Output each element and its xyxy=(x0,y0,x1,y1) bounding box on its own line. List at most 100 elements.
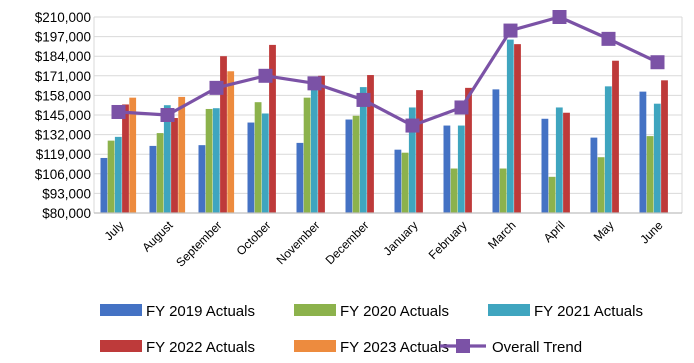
bar-fy-2020-actuals-december xyxy=(352,115,360,213)
bar-fy-2022-actuals-april xyxy=(563,112,570,213)
legend-label: Overall Trend xyxy=(492,339,582,356)
bar-fy-2021-actuals-january xyxy=(408,107,416,213)
x-category-label: December xyxy=(323,218,372,267)
bar-fy-2021-actuals-november xyxy=(310,77,318,213)
y-tick-label: $145,000 xyxy=(35,108,91,123)
legend-label: FY 2021 Actuals xyxy=(534,303,643,320)
legend-swatch xyxy=(100,340,142,352)
trend-marker-july xyxy=(111,104,126,119)
bar-fy-2019-actuals-september xyxy=(198,145,206,213)
legend-swatch xyxy=(488,304,530,316)
legend-label: FY 2020 Actuals xyxy=(340,303,449,320)
bar-fy-2021-actuals-october xyxy=(261,113,269,213)
bar-fy-2019-actuals-november xyxy=(296,142,304,213)
gridlines xyxy=(93,16,683,214)
bar-fy-2022-actuals-october xyxy=(269,44,276,214)
bar-fy-2022-actuals-november xyxy=(318,75,325,213)
trend-line-group xyxy=(111,10,665,133)
bar-fy-2019-actuals-february xyxy=(443,125,451,213)
bar-fy-2022-actuals-july xyxy=(122,104,129,213)
legend-swatch xyxy=(100,304,142,316)
bar-fy-2020-actuals-april xyxy=(548,176,556,213)
bar-fy-2021-actuals-september xyxy=(212,108,220,213)
y-tick-label: $106,000 xyxy=(35,167,91,182)
bar-fy-2020-actuals-august xyxy=(156,133,164,213)
bar-fy-2020-actuals-march xyxy=(499,168,507,213)
bar-fy-2022-actuals-june xyxy=(661,80,668,213)
x-category-label: October xyxy=(234,218,274,258)
y-tick-label: $158,000 xyxy=(35,88,91,103)
bar-fy-2021-actuals-april xyxy=(555,107,563,213)
y-tick-label: $119,000 xyxy=(36,147,91,162)
trend-marker-august xyxy=(160,108,175,122)
bar-fy-2019-actuals-december xyxy=(345,119,353,213)
bar-fy-2022-actuals-february xyxy=(465,87,472,213)
bar-fy-2022-actuals-september xyxy=(220,56,227,214)
bar-fy-2021-actuals-may xyxy=(604,86,612,213)
bar-fy-2022-actuals-december xyxy=(367,75,374,214)
legend-label: FY 2022 Actuals xyxy=(146,339,255,356)
bar-fy-2023-actuals-july xyxy=(129,97,137,213)
bar-fy-2022-actuals-january xyxy=(416,90,423,213)
trend-marker-november xyxy=(307,76,322,91)
bar-fy-2021-actuals-march xyxy=(506,39,514,213)
bar-fy-2022-actuals-march xyxy=(514,44,521,214)
trend-marker-january xyxy=(405,118,420,133)
bar-fy-2020-actuals-july xyxy=(107,140,115,213)
bar-fy-2020-actuals-september xyxy=(205,108,213,213)
trend-marker-june xyxy=(650,55,665,70)
trend-marker-september xyxy=(209,80,224,95)
legend-label: FY 2019 Actuals xyxy=(146,303,255,320)
trend-marker-april xyxy=(552,10,567,24)
x-category-label: September xyxy=(173,218,224,269)
bar-fy-2021-actuals-february xyxy=(457,125,465,213)
bar-fy-2020-actuals-june xyxy=(646,136,654,213)
bar-fy-2019-actuals-april xyxy=(541,118,549,213)
trend-marker-march xyxy=(503,23,518,38)
x-category-label: January xyxy=(381,218,421,258)
bar-fy-2019-actuals-march xyxy=(492,89,500,213)
bar-fy-2019-actuals-may xyxy=(590,137,598,213)
bar-fy-2021-actuals-june xyxy=(653,103,661,213)
bar-fy-2023-actuals-august xyxy=(178,96,186,213)
x-category-label: June xyxy=(637,218,666,247)
bar-fy-2019-actuals-july xyxy=(100,157,108,213)
bar-fy-2023-actuals-september xyxy=(227,71,235,214)
bar-fy-2021-actuals-july xyxy=(114,136,122,213)
x-category-label: July xyxy=(102,218,127,243)
trend-marker-october xyxy=(258,68,273,83)
legend: FY 2019 Actuals FY 2020 Actuals FY 2021 Ac… xyxy=(100,303,643,356)
legend-swatch xyxy=(294,340,336,352)
legend-swatch xyxy=(294,304,336,316)
y-tick-label: $171,000 xyxy=(35,69,91,84)
trend-marker-may xyxy=(601,31,616,46)
bar-fy-2020-actuals-january xyxy=(401,152,409,213)
x-category-label: November xyxy=(274,218,323,267)
y-tick-label: $210,000 xyxy=(35,10,91,25)
legend-trend-marker xyxy=(456,339,470,353)
x-category-label: August xyxy=(139,218,176,255)
x-category-label: May xyxy=(591,218,617,244)
bar-fy-2021-actuals-december xyxy=(359,87,367,213)
y-tick-label: $184,000 xyxy=(35,49,91,64)
y-tick-label: $80,000 xyxy=(42,206,91,221)
bar-fy-2019-actuals-january xyxy=(394,149,402,213)
bar-fy-2022-actuals-may xyxy=(612,60,619,213)
bar-fy-2020-actuals-may xyxy=(597,157,605,213)
bar-fy-2020-actuals-october xyxy=(254,102,262,213)
x-category-label: April xyxy=(541,218,568,245)
y-tick-label: $93,000 xyxy=(42,186,91,201)
bar-fy-2022-actuals-august xyxy=(171,118,178,213)
trend-marker-february xyxy=(454,100,469,115)
bar-fy-2020-actuals-february xyxy=(450,168,458,213)
bar-fy-2021-actuals-august xyxy=(163,105,171,213)
trend-marker-december xyxy=(356,92,371,107)
legend-label: FY 2023 Actuals xyxy=(340,339,449,356)
bars xyxy=(100,39,668,214)
bar-fy-2019-actuals-october xyxy=(247,122,255,213)
trend-line xyxy=(118,15,659,128)
y-axis-ticks: $80,000 $93,000 $106,000 $119,000 $132,000 $1… xyxy=(35,10,91,221)
x-category-label: February xyxy=(426,218,470,262)
